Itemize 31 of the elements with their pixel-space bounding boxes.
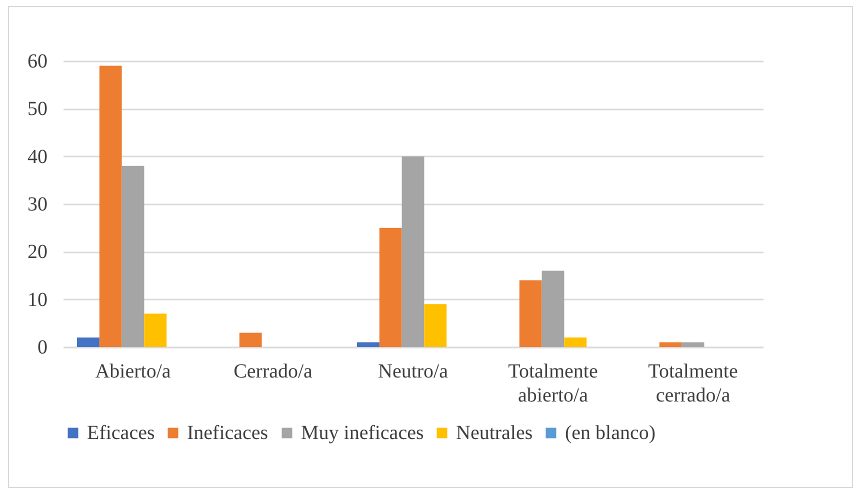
- x-tick-label: Neutro/a: [378, 360, 448, 382]
- bar: [99, 66, 122, 347]
- x-tick-label: Totalmente abierto/a: [508, 360, 598, 406]
- y-tick-label: 0: [38, 336, 48, 358]
- bar: [357, 342, 380, 347]
- bar: [122, 166, 144, 347]
- bar: [519, 280, 542, 347]
- bar: [564, 337, 587, 347]
- y-tick-label: 20: [28, 241, 48, 264]
- bar: [402, 156, 424, 347]
- bar: [682, 342, 704, 347]
- y-tick-label: 10: [28, 288, 48, 311]
- bar: [379, 228, 402, 347]
- x-tick-label: Abierto/a: [95, 360, 171, 382]
- x-tick-label: Totalmente cerrado/a: [648, 360, 738, 406]
- bar: [239, 332, 262, 347]
- x-tick-label: Cerrado/a: [234, 360, 313, 382]
- y-tick-label: 60: [28, 50, 48, 72]
- legend-label: Neutrales: [456, 422, 533, 444]
- bar: [77, 337, 100, 347]
- legend-label: (en blanco): [565, 422, 656, 444]
- bar: [542, 270, 564, 347]
- y-tick-label: 30: [28, 194, 48, 216]
- bar: [144, 314, 167, 347]
- bar: [659, 342, 682, 347]
- bar: [424, 304, 447, 347]
- y-tick-label: 40: [28, 146, 48, 168]
- legend-label: Ineficaces: [187, 422, 268, 444]
- legend-label: Eficaces: [87, 422, 155, 444]
- y-tick-label: 50: [28, 98, 48, 120]
- legend-label: Muy ineficaces: [301, 422, 424, 444]
